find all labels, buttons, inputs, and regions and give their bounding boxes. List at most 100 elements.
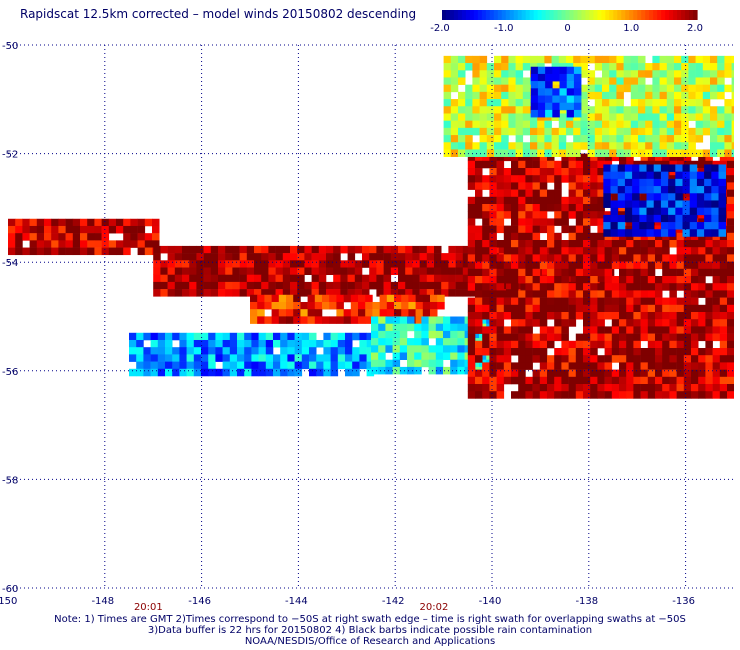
heatmap-cell xyxy=(558,149,567,157)
heatmap-cell xyxy=(717,77,725,85)
heatmap-cell xyxy=(688,99,696,107)
heatmap-cell xyxy=(638,91,646,100)
heatmap-cell xyxy=(261,253,269,261)
heatmap-cell xyxy=(568,362,577,370)
heatmap-cell xyxy=(640,290,649,298)
heatmap-cell xyxy=(575,362,584,370)
heatmap-cell xyxy=(554,268,562,277)
heatmap-cell xyxy=(254,274,262,283)
heatmap-cell xyxy=(225,245,233,254)
heatmap-cell xyxy=(580,55,588,64)
heatmap-cell xyxy=(583,168,591,176)
heatmap-cell xyxy=(232,281,240,290)
heatmap-cell xyxy=(630,77,639,85)
heatmap-cell xyxy=(561,290,569,298)
heatmap-cell xyxy=(683,261,692,270)
heatmap-cell xyxy=(486,149,495,157)
heatmap-cell xyxy=(275,281,284,290)
heatmap-cell xyxy=(489,240,497,248)
heatmap-cell xyxy=(229,361,238,370)
heatmap-cell xyxy=(482,232,490,241)
heatmap-cell xyxy=(575,297,584,306)
heatmap-cell xyxy=(467,232,476,241)
heatmap-cell xyxy=(638,106,646,114)
heatmap-cell xyxy=(640,391,649,399)
heatmap-cell xyxy=(539,340,548,349)
heatmap-cell xyxy=(597,254,605,262)
heatmap-cell xyxy=(311,260,320,268)
heatmap-cell xyxy=(496,283,505,291)
heatmap-cell xyxy=(619,369,627,378)
heatmap-cell xyxy=(372,309,380,317)
heatmap-cell xyxy=(501,127,509,136)
heatmap-cell xyxy=(153,253,161,261)
heatmap-cell xyxy=(383,267,392,276)
heatmap-cell xyxy=(719,268,728,277)
heatmap-cell xyxy=(696,200,705,208)
heatmap-cell xyxy=(448,281,456,290)
heatmap-cell xyxy=(426,281,435,290)
heatmap-cell xyxy=(597,232,605,241)
heatmap-cell xyxy=(660,164,669,172)
heatmap-cell xyxy=(503,326,512,334)
heatmap-cell xyxy=(688,55,696,64)
heatmap-cell xyxy=(261,245,269,254)
heatmap-cell xyxy=(682,222,691,230)
heatmap-cell xyxy=(371,316,379,324)
heatmap-cell xyxy=(547,369,555,378)
heatmap-cell xyxy=(333,260,341,268)
heatmap-cell xyxy=(347,281,356,290)
heatmap-cell xyxy=(489,211,497,219)
heatmap-cell xyxy=(354,274,363,283)
heatmap-cell xyxy=(554,304,562,313)
colorbar-segment xyxy=(693,10,698,20)
heatmap-cell xyxy=(448,253,456,261)
heatmap-cell xyxy=(22,247,30,256)
heatmap-cell xyxy=(489,362,497,370)
heatmap-cell xyxy=(554,160,562,169)
heatmap-cell xyxy=(590,283,598,291)
heatmap-cell xyxy=(518,268,526,277)
y-tick-label: -50 xyxy=(2,41,18,52)
heatmap-cell xyxy=(475,153,483,162)
heatmap-cell xyxy=(712,384,721,392)
heatmap-cell xyxy=(518,340,526,349)
heatmap-cell xyxy=(359,347,367,355)
heatmap-cell xyxy=(731,135,734,143)
heatmap-cell xyxy=(682,171,691,180)
heatmap-cell xyxy=(475,247,483,255)
heatmap-cell xyxy=(604,391,613,399)
heatmap-cell xyxy=(681,135,689,143)
heatmap-cell xyxy=(278,294,287,303)
heatmap-cell xyxy=(286,294,294,303)
heatmap-cell xyxy=(366,368,375,377)
heatmap-cell xyxy=(712,369,721,378)
heatmap-cell xyxy=(718,164,727,172)
heatmap-cell xyxy=(647,355,656,363)
heatmap-cell xyxy=(225,289,233,297)
heatmap-cell xyxy=(691,297,699,306)
heatmap-cell xyxy=(647,261,656,270)
heatmap-cell xyxy=(44,247,52,256)
heatmap-cell xyxy=(604,153,613,162)
heatmap-cell xyxy=(366,347,375,355)
heatmap-cell xyxy=(489,297,497,306)
heatmap-cell xyxy=(225,260,233,268)
heatmap-cell xyxy=(669,384,677,392)
heatmap-cell xyxy=(676,362,685,370)
heatmap-cell xyxy=(508,77,516,85)
heatmap-cell xyxy=(210,274,219,283)
heatmap-cell xyxy=(347,289,356,297)
heatmap-cell xyxy=(503,290,512,298)
heatmap-cell xyxy=(489,340,497,349)
heatmap-cell xyxy=(662,333,670,342)
heatmap-cell xyxy=(101,233,110,241)
heatmap-cell xyxy=(590,290,598,298)
heatmap-cell xyxy=(215,347,223,355)
heatmap-cell xyxy=(568,391,577,399)
heatmap-cell xyxy=(450,55,459,64)
heatmap-cell xyxy=(727,362,734,370)
heatmap-cell xyxy=(503,369,512,378)
heatmap-cell xyxy=(623,127,632,136)
heatmap-cell xyxy=(467,333,476,342)
